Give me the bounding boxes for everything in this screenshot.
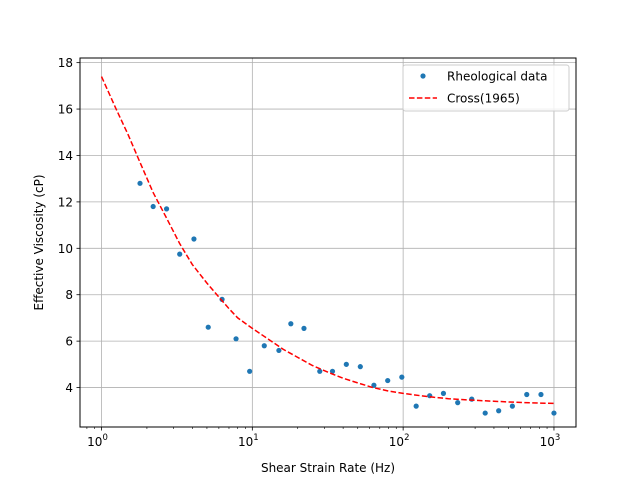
x-axis-label: Shear Strain Rate (Hz) — [261, 461, 395, 475]
data-point — [317, 368, 323, 374]
y-tick-label: 10 — [58, 242, 73, 256]
legend-label: Rheological data — [447, 70, 547, 84]
data-point — [469, 396, 475, 402]
data-point — [371, 382, 377, 388]
legend-label: Cross(1965) — [447, 92, 520, 106]
x-tick-label: 101 — [238, 433, 259, 449]
data-point — [219, 296, 225, 302]
data-point — [551, 410, 557, 416]
y-tick-label: 4 — [65, 381, 73, 395]
data-point — [276, 347, 282, 354]
data-point — [524, 391, 530, 398]
data-point — [538, 391, 544, 398]
data-point — [496, 408, 502, 414]
data-point — [343, 361, 349, 367]
plot-series — [100, 76, 557, 416]
data-point — [301, 325, 307, 331]
data-point — [509, 403, 515, 409]
y-axis-label: Effective Viscosity (cP) — [32, 174, 46, 310]
data-point — [399, 374, 405, 380]
data-point — [177, 251, 183, 257]
plot-frame — [79, 57, 577, 428]
x-axis: 100 101 102 103 — [86, 427, 561, 449]
data-point — [385, 377, 391, 384]
y-tick-label: 6 — [65, 335, 73, 349]
legend: Rheological data Cross(1965) — [402, 64, 570, 112]
data-point — [150, 203, 156, 210]
x-tick-label: 100 — [87, 433, 108, 449]
y-tick-label: 16 — [58, 103, 73, 117]
data-point — [205, 324, 211, 330]
y-tick-label: 12 — [58, 195, 73, 209]
data-point — [413, 403, 419, 409]
data-point — [261, 343, 267, 349]
x-tick-label: 102 — [389, 433, 410, 449]
data-point — [440, 390, 447, 396]
data-point — [455, 400, 461, 406]
data-point — [288, 321, 294, 327]
data-point — [233, 336, 239, 342]
data-point — [357, 364, 363, 370]
y-tick-label: 8 — [65, 288, 73, 302]
legend-marker-swatch — [420, 73, 426, 79]
data-point — [191, 236, 197, 242]
cross-model-line — [100, 76, 554, 405]
data-point — [163, 206, 170, 212]
data-point — [482, 410, 488, 416]
y-tick-label: 18 — [58, 56, 73, 70]
data-point — [137, 180, 143, 186]
y-tick-label: 14 — [58, 149, 73, 163]
y-axis: 4 6 8 10 12 14 16 18 — [58, 56, 80, 395]
legend-box — [402, 64, 570, 112]
data-point — [329, 368, 336, 374]
x-tick-label: 103 — [540, 433, 561, 449]
data-point — [247, 368, 253, 374]
